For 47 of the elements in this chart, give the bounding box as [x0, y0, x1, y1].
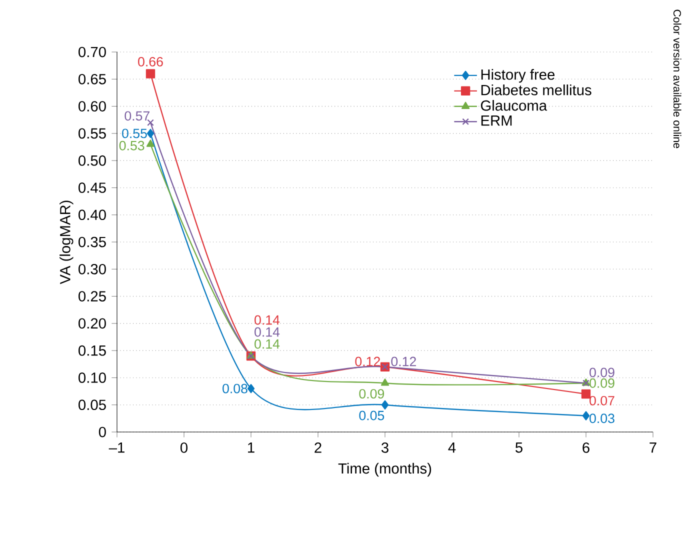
data-label: 0.14 [254, 315, 280, 325]
y-tick-label: 0.40 [78, 210, 106, 220]
y-tick-label: 0.05 [78, 400, 106, 410]
y-tick-label: 0.45 [78, 182, 106, 193]
data-label: 0.09 [359, 389, 384, 399]
y-tick-label: 0 [98, 426, 106, 438]
x-tick-label: 0 [180, 442, 188, 453]
data-label: 0.14 [254, 327, 280, 337]
y-tick-label: 0.25 [78, 291, 106, 302]
data-label: 0.14 [254, 339, 280, 349]
data-label: 0.08 [222, 384, 248, 394]
y-tick-label: 0.35 [78, 236, 106, 248]
y-tick-label: 0.30 [78, 264, 106, 274]
x-tick-label: 3 [381, 442, 388, 453]
y-tick-label: 0.55 [78, 128, 106, 139]
x-tick-label: 2 [314, 442, 322, 453]
data-label: 0.12 [355, 356, 380, 366]
y-tick-label: 0.60 [78, 101, 106, 112]
y-tick-label: 0.50 [78, 155, 106, 166]
data-label: 0.55 [122, 128, 147, 138]
y-tick-label: 0.15 [78, 345, 106, 356]
legend-label: History free [481, 69, 555, 83]
y-axis-title: VA (logMAR) [60, 200, 74, 284]
x-tick-label: 1 [248, 442, 254, 453]
data-label: 0.57 [124, 111, 150, 121]
data-label: 0.07 [590, 396, 614, 406]
y-tick-label: 0.70 [78, 46, 106, 58]
data-label: 0.09 [590, 368, 614, 378]
y-tick-label: 0.10 [78, 372, 106, 383]
x-tick-label: 7 [650, 442, 656, 453]
legend-label: Diabetes mellitus [481, 84, 592, 96]
data-label: 0.53 [119, 140, 144, 150]
data-label: 0.09 [590, 378, 614, 388]
data-label: 0.12 [391, 356, 416, 366]
data-label: 0.05 [359, 410, 384, 420]
x-axis-title: Time (months) [338, 462, 432, 477]
x-tick-label: 5 [516, 442, 522, 453]
x-tick-label: 4 [448, 442, 456, 453]
text: Color version available online [673, 10, 682, 148]
legend-label: ERM [481, 116, 512, 126]
legend-label: Glaucoma [480, 100, 548, 111]
y-tick-label: 0.20 [78, 318, 106, 329]
x-tick-label: 6 [582, 442, 590, 453]
data-label: 0.66 [138, 57, 163, 66]
data-label: 0.03 [590, 414, 614, 424]
x-tick-label: –1 [108, 442, 124, 453]
y-tick-label: 0.65 [78, 74, 106, 84]
